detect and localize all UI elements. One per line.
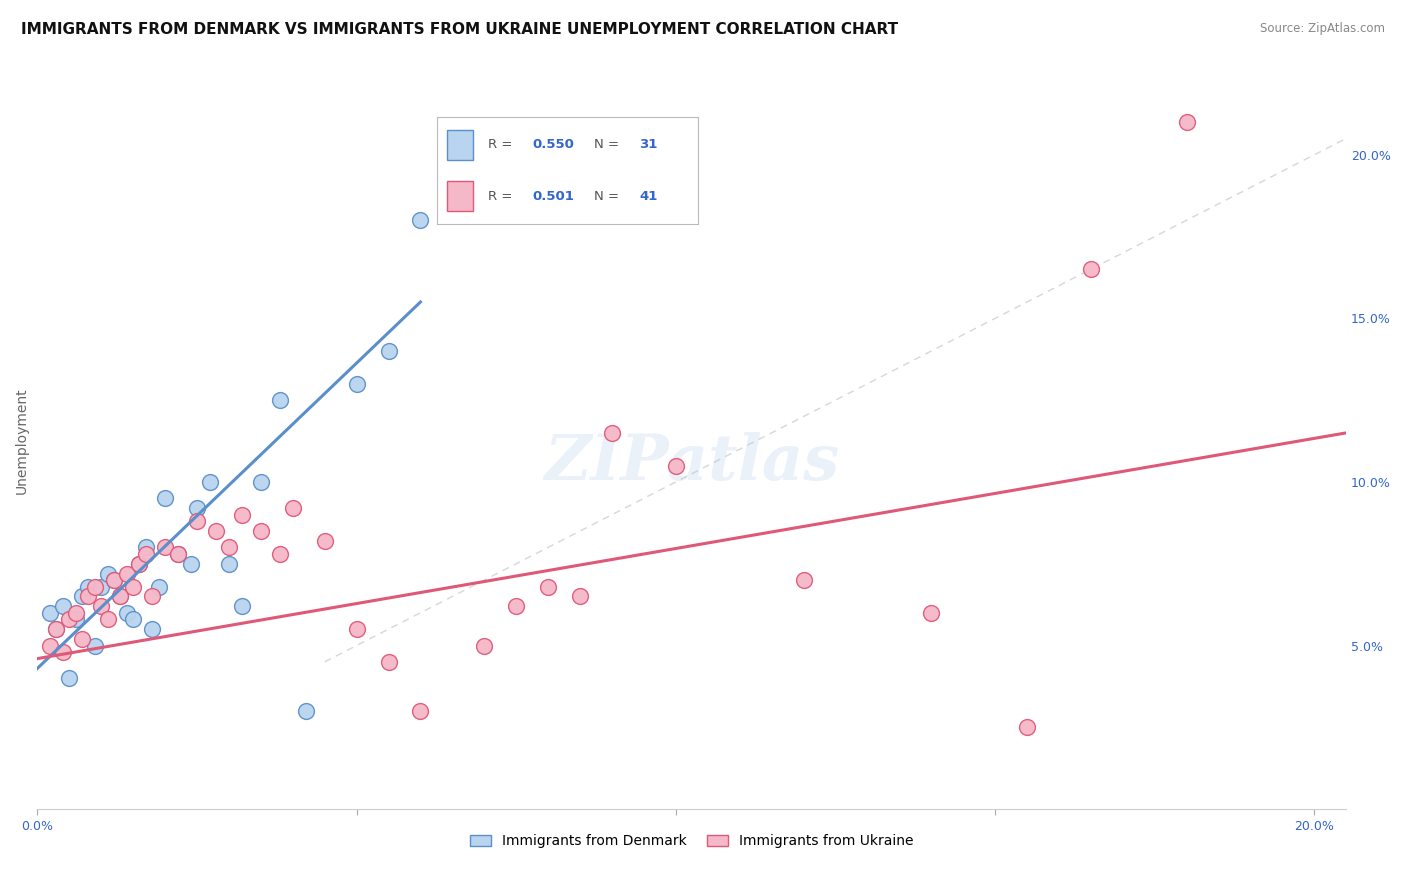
- Point: [97, 566, 120, 581]
- Point: [135, 541, 157, 555]
- Y-axis label: Unemployment: Unemployment: [15, 388, 30, 494]
- Point: [83, 580, 105, 594]
- Point: [52, 599, 75, 614]
- Point: [269, 547, 291, 561]
- Point: [505, 599, 527, 614]
- Point: [269, 393, 291, 408]
- Point: [793, 573, 815, 587]
- Point: [39, 639, 62, 653]
- Point: [122, 612, 145, 626]
- Point: [409, 704, 432, 718]
- Point: [600, 425, 623, 440]
- Point: [128, 557, 150, 571]
- Point: [665, 458, 688, 473]
- Point: [45, 622, 67, 636]
- Point: [83, 639, 105, 653]
- Point: [65, 606, 87, 620]
- Point: [249, 475, 271, 489]
- Point: [103, 573, 125, 587]
- Point: [58, 671, 80, 685]
- Point: [920, 606, 942, 620]
- Point: [377, 344, 399, 359]
- Point: [1175, 115, 1198, 129]
- Point: [103, 573, 125, 587]
- Point: [90, 599, 112, 614]
- Point: [377, 655, 399, 669]
- Point: [166, 547, 188, 561]
- Point: [77, 590, 100, 604]
- Point: [65, 612, 87, 626]
- Point: [1080, 262, 1102, 277]
- Point: [58, 612, 80, 626]
- Point: [45, 622, 67, 636]
- Point: [141, 590, 163, 604]
- Point: [537, 580, 560, 594]
- Point: [346, 376, 368, 391]
- Point: [148, 580, 170, 594]
- Point: [198, 475, 221, 489]
- Point: [314, 533, 336, 548]
- Point: [180, 557, 202, 571]
- Legend: Immigrants from Denmark, Immigrants from Ukraine: Immigrants from Denmark, Immigrants from…: [464, 829, 920, 854]
- Point: [141, 622, 163, 636]
- Point: [231, 599, 253, 614]
- Point: [472, 639, 495, 653]
- Point: [186, 501, 208, 516]
- Point: [186, 514, 208, 528]
- Point: [52, 645, 75, 659]
- Point: [346, 622, 368, 636]
- Point: [115, 566, 138, 581]
- Point: [97, 612, 120, 626]
- Text: IMMIGRANTS FROM DENMARK VS IMMIGRANTS FROM UKRAINE UNEMPLOYMENT CORRELATION CHAR: IMMIGRANTS FROM DENMARK VS IMMIGRANTS FR…: [21, 22, 898, 37]
- Point: [218, 541, 240, 555]
- Point: [1015, 720, 1038, 734]
- Point: [409, 213, 432, 227]
- Point: [153, 541, 176, 555]
- Point: [77, 580, 100, 594]
- Point: [294, 704, 316, 718]
- Text: ZIPatlas: ZIPatlas: [544, 433, 839, 494]
- Point: [281, 501, 304, 516]
- Point: [205, 524, 228, 538]
- Point: [90, 580, 112, 594]
- Point: [115, 606, 138, 620]
- Point: [231, 508, 253, 522]
- Point: [70, 590, 93, 604]
- Point: [153, 491, 176, 506]
- Text: Source: ZipAtlas.com: Source: ZipAtlas.com: [1260, 22, 1385, 36]
- Point: [218, 557, 240, 571]
- Point: [166, 547, 188, 561]
- Point: [70, 632, 93, 646]
- Point: [110, 590, 132, 604]
- Point: [128, 557, 150, 571]
- Point: [110, 590, 132, 604]
- Point: [122, 580, 145, 594]
- Point: [39, 606, 62, 620]
- Point: [135, 547, 157, 561]
- Point: [249, 524, 271, 538]
- Point: [569, 590, 592, 604]
